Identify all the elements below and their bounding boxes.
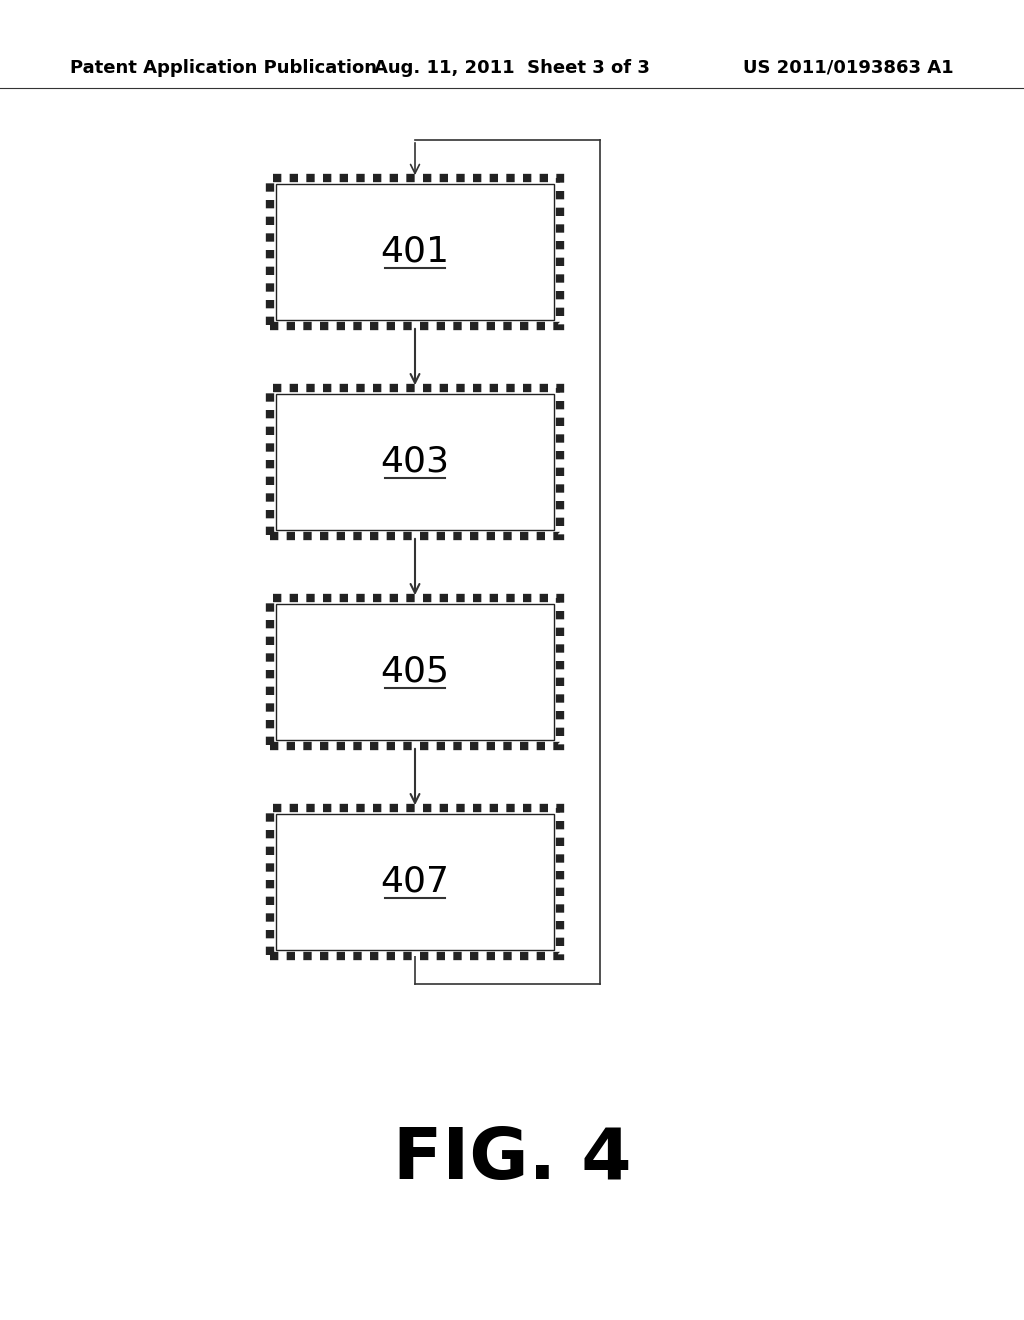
Bar: [276, 814, 554, 950]
Bar: [270, 178, 560, 326]
Bar: [270, 388, 560, 536]
Bar: [276, 183, 554, 319]
Text: 401: 401: [381, 235, 450, 269]
Text: 405: 405: [381, 655, 450, 689]
Bar: [276, 605, 554, 741]
Bar: [276, 393, 554, 531]
Text: Aug. 11, 2011  Sheet 3 of 3: Aug. 11, 2011 Sheet 3 of 3: [374, 59, 650, 77]
Text: 407: 407: [381, 865, 450, 899]
Text: 403: 403: [381, 445, 450, 479]
Text: FIG. 4: FIG. 4: [392, 1126, 632, 1195]
Bar: [270, 598, 560, 746]
Text: Patent Application Publication: Patent Application Publication: [70, 59, 377, 77]
Bar: [270, 808, 560, 956]
Text: US 2011/0193863 A1: US 2011/0193863 A1: [743, 59, 954, 77]
